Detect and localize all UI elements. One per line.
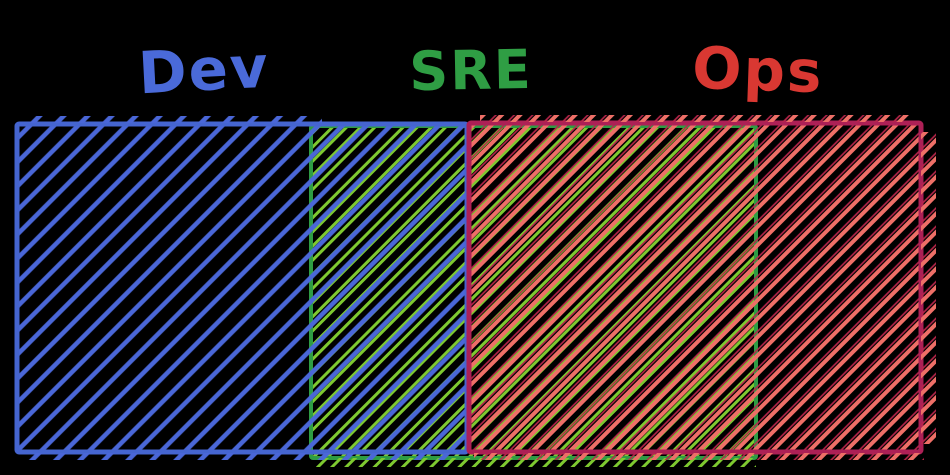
dev-set-rect [14, 121, 470, 455]
ops-hatch-overshoot-top [480, 115, 910, 122]
dev-hatch-overshoot-bottom [22, 453, 462, 460]
ops-hatch-overshoot-right [921, 132, 936, 444]
ops-label: Ops [691, 34, 825, 107]
ops-set-rect [466, 120, 924, 455]
sre-hatch-overshoot-bottom [316, 458, 756, 467]
dev-label: Dev [137, 33, 272, 108]
dev-hatch-overshoot-top [22, 116, 322, 123]
sre-label: SRE [409, 38, 533, 103]
ops-hatch-overshoot-bottom [474, 453, 924, 460]
